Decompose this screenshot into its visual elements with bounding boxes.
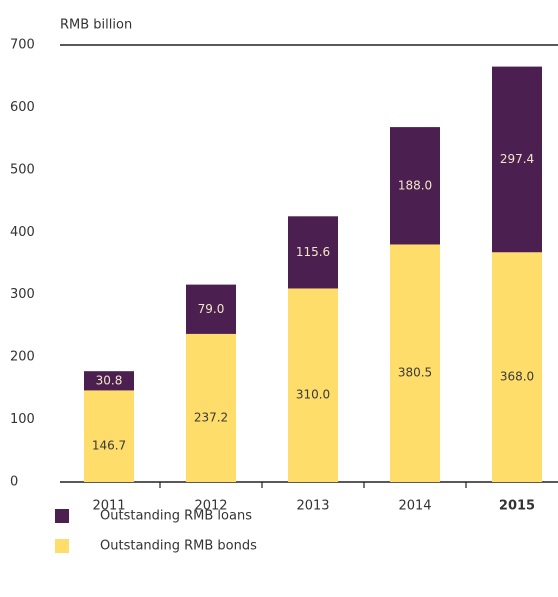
legend-label: Outstanding RMB bonds	[100, 539, 257, 554]
legend-swatch	[55, 539, 69, 553]
bar-segment	[390, 244, 440, 482]
value-label: 297.4	[500, 152, 534, 166]
bar-segment	[492, 252, 542, 482]
value-label: 380.5	[398, 366, 432, 380]
value-label: 115.6	[296, 245, 330, 259]
y-tick-label: 700	[10, 38, 35, 53]
y-tick-label: 200	[10, 350, 35, 365]
bar-segment	[186, 333, 236, 482]
bar-segment	[288, 288, 338, 482]
legend-swatch	[55, 509, 69, 523]
bar-segment	[186, 284, 236, 334]
y-tick-label: 600	[10, 100, 35, 115]
bar-segment	[288, 216, 338, 289]
value-label: 310.0	[296, 388, 330, 402]
x-tick-label: 2015	[499, 499, 535, 514]
bar-segment	[84, 390, 134, 482]
value-label: 368.0	[500, 370, 534, 384]
value-label: 79.0	[198, 302, 225, 316]
x-tick-label: 2013	[296, 499, 329, 514]
y-tick-label: 300	[10, 287, 35, 302]
value-label: 30.8	[96, 373, 123, 387]
y-tick-label: 400	[10, 225, 35, 240]
bar-segment	[492, 66, 542, 253]
bar-segment	[390, 127, 440, 245]
y-tick-label: 500	[10, 162, 35, 177]
value-label: 237.2	[194, 410, 228, 424]
y-tick-label: 0	[10, 475, 18, 490]
x-tick-label: 2012	[194, 499, 227, 514]
x-tick-label: 2011	[92, 499, 125, 514]
value-label: 188.0	[398, 178, 432, 192]
legend-label: Outstanding RMB loans	[100, 509, 252, 524]
x-tick-label: 2014	[398, 499, 431, 514]
value-label: 146.7	[92, 439, 126, 453]
bar-segment	[84, 371, 134, 391]
y-tick-label: 100	[10, 412, 35, 427]
axis-unit-label: RMB billion	[60, 18, 132, 33]
